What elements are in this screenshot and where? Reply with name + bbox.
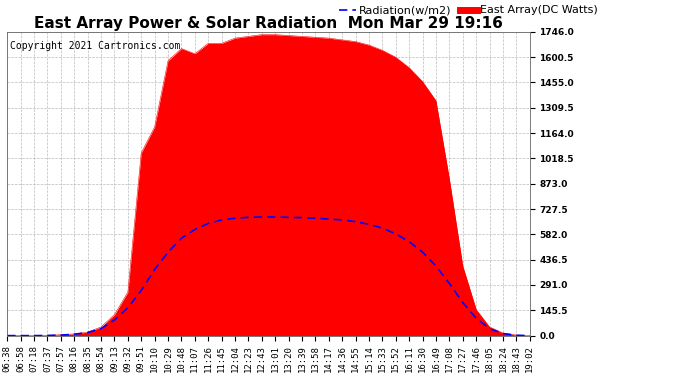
Legend: Radiation(w/m2), East Array(DC Watts): Radiation(w/m2), East Array(DC Watts) (335, 1, 602, 20)
Text: Copyright 2021 Cartronics.com: Copyright 2021 Cartronics.com (10, 41, 180, 51)
Title: East Array Power & Solar Radiation  Mon Mar 29 19:16: East Array Power & Solar Radiation Mon M… (34, 16, 503, 31)
